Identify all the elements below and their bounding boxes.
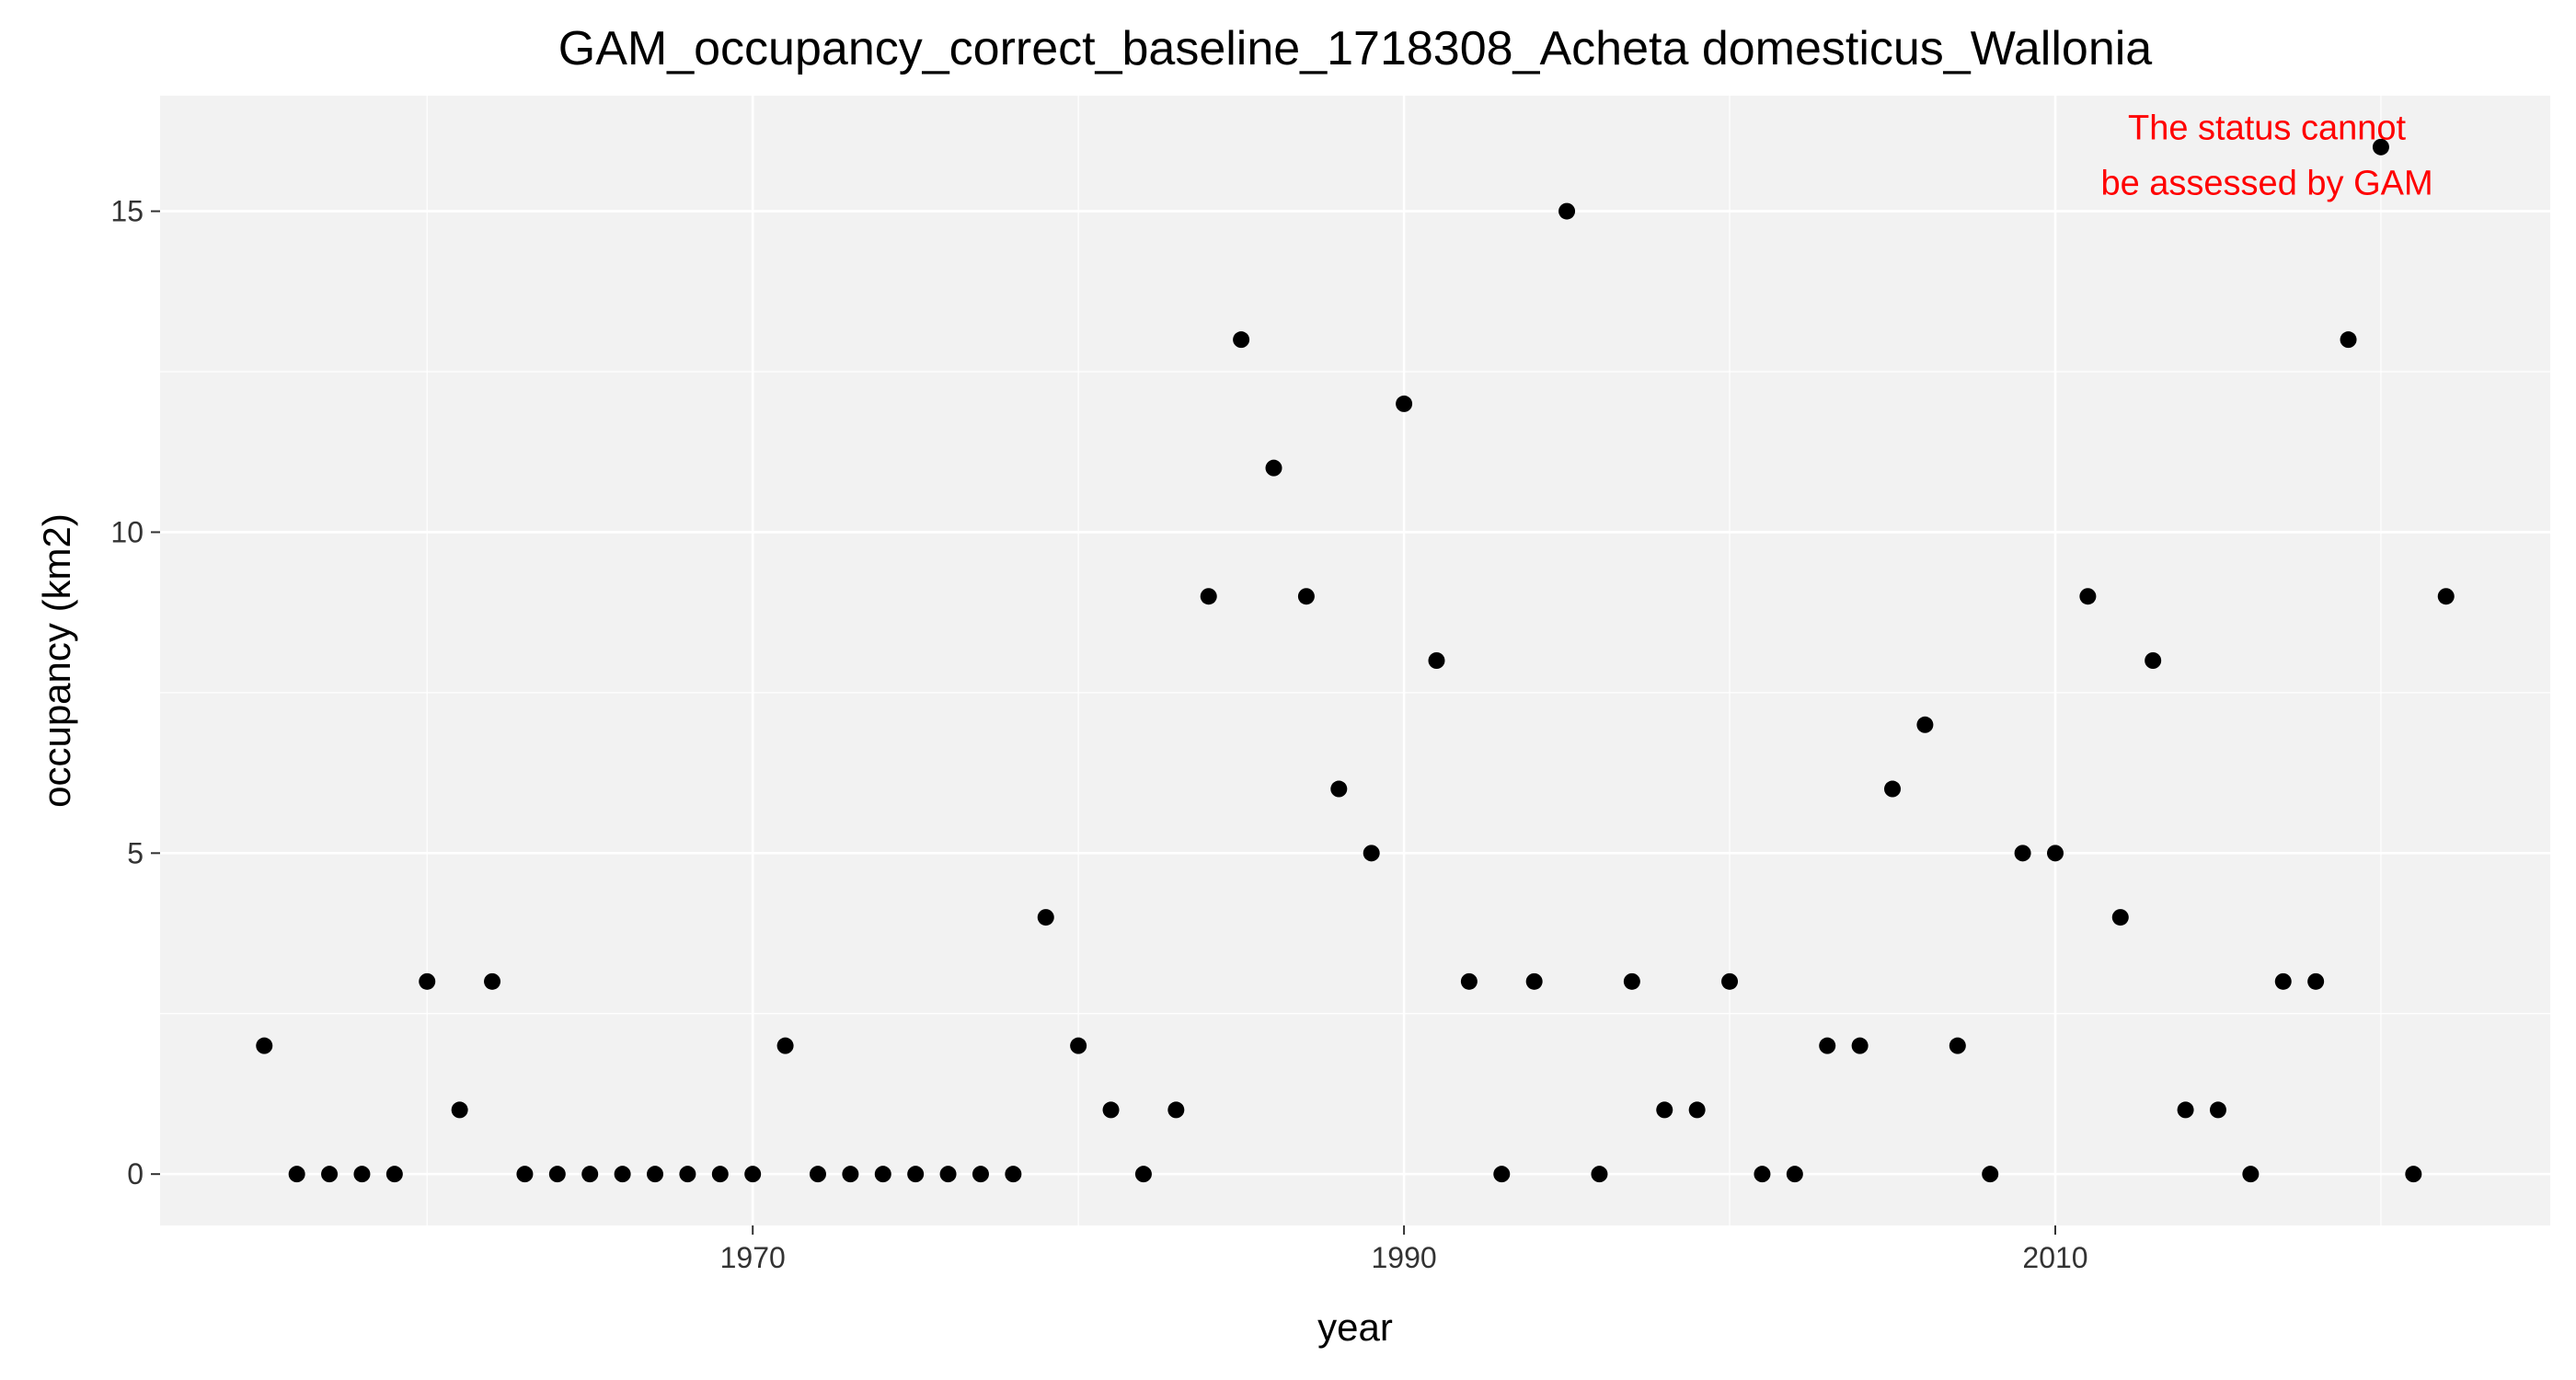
data-point-1999	[1688, 1101, 1706, 1119]
y-axis-title: occupancy (km2)	[35, 513, 78, 808]
data-point-2014	[2177, 1101, 2194, 1119]
data-point-1989	[1363, 845, 1380, 862]
data-point-1987	[1297, 588, 1315, 605]
data-point-1980	[1070, 1037, 1087, 1054]
data-point-2018	[2307, 972, 2325, 990]
y-tick-label-2: 10	[110, 515, 144, 548]
data-point-1978	[1005, 1166, 1022, 1183]
data-point-1974	[874, 1166, 891, 1183]
data-point-1955	[256, 1037, 273, 1054]
x-axis-ticks: 1970 1990 2010	[720, 1225, 2088, 1274]
data-point-1993	[1493, 1166, 1511, 1183]
y-tick-label-3: 15	[110, 195, 144, 228]
data-point-2001	[1754, 1166, 1771, 1183]
data-point-1997	[1623, 972, 1640, 990]
data-point-2004	[1851, 1037, 1869, 1054]
annotation-line-1: The status cannot	[2128, 109, 2407, 148]
data-point-1969	[711, 1166, 729, 1183]
chart-title: GAM_occupancy_correct_baseline_1718308_A…	[558, 22, 2153, 75]
data-point-1992	[1460, 972, 1478, 990]
x-tick-label-2: 2010	[2022, 1241, 2087, 1274]
data-point-2008	[1982, 1166, 1999, 1183]
data-point-2006	[1916, 716, 1934, 733]
data-point-1964	[548, 1166, 566, 1183]
data-point-2012	[2111, 909, 2129, 926]
data-point-1956	[288, 1166, 305, 1183]
data-point-2003	[1819, 1037, 1836, 1054]
data-point-1959	[385, 1166, 403, 1183]
minor-gridlines	[160, 96, 2550, 1225]
data-point-1963	[516, 1166, 534, 1183]
data-point-1967	[647, 1166, 664, 1183]
y-tick-label-1: 5	[127, 836, 144, 869]
data-point-1958	[353, 1166, 371, 1183]
data-point-2010	[2046, 845, 2064, 862]
data-point-1979	[1037, 909, 1054, 926]
data-point-1986	[1265, 459, 1282, 477]
data-point-1990	[1396, 395, 1413, 412]
data-point-1966	[614, 1166, 631, 1183]
data-point-1968	[679, 1166, 696, 1183]
data-point-1985	[1233, 331, 1250, 349]
data-points	[256, 138, 2455, 1183]
data-point-1973	[842, 1166, 859, 1183]
data-point-2021	[2405, 1166, 2422, 1183]
data-point-1982	[1134, 1166, 1152, 1183]
data-point-2015	[2209, 1101, 2226, 1119]
data-point-2002	[1786, 1166, 1803, 1183]
data-point-1977	[972, 1166, 989, 1183]
data-point-1962	[484, 972, 501, 990]
data-point-1991	[1428, 652, 1445, 669]
x-axis-title: year	[1317, 1305, 1393, 1349]
data-point-1984	[1200, 588, 1217, 605]
data-point-1961	[451, 1101, 468, 1119]
data-point-1983	[1167, 1101, 1185, 1119]
data-point-2011	[2079, 588, 2097, 605]
data-point-2013	[2145, 652, 2162, 669]
data-point-1998	[1656, 1101, 1673, 1119]
data-point-2019	[2340, 331, 2357, 349]
data-point-1970	[744, 1166, 762, 1183]
data-point-1995	[1558, 202, 1576, 220]
x-tick-label-1: 1990	[1371, 1241, 1436, 1274]
data-point-1957	[321, 1166, 339, 1183]
data-point-1965	[581, 1166, 599, 1183]
data-point-2005	[1884, 780, 1902, 798]
y-axis-ticks: 0 5 10 15	[110, 195, 160, 1190]
data-point-1994	[1525, 972, 1543, 990]
data-point-1981	[1102, 1101, 1120, 1119]
data-point-1975	[907, 1166, 925, 1183]
data-point-2009	[2014, 845, 2031, 862]
y-tick-label-0: 0	[127, 1157, 144, 1190]
data-point-1972	[809, 1166, 826, 1183]
data-point-2020	[2372, 138, 2389, 155]
data-point-2022	[2437, 588, 2455, 605]
data-point-1996	[1591, 1166, 1608, 1183]
data-point-1976	[939, 1166, 957, 1183]
data-point-1971	[776, 1037, 794, 1054]
x-tick-label-0: 1970	[720, 1241, 786, 1274]
data-point-2000	[1721, 972, 1739, 990]
plot-panel	[160, 96, 2550, 1225]
annotation-line-2: be assessed by GAM	[2100, 165, 2432, 203]
data-point-1988	[1330, 780, 1348, 798]
data-point-2007	[1949, 1037, 1966, 1054]
data-point-1960	[419, 972, 436, 990]
data-point-2017	[2274, 972, 2292, 990]
data-point-2016	[2242, 1166, 2260, 1183]
